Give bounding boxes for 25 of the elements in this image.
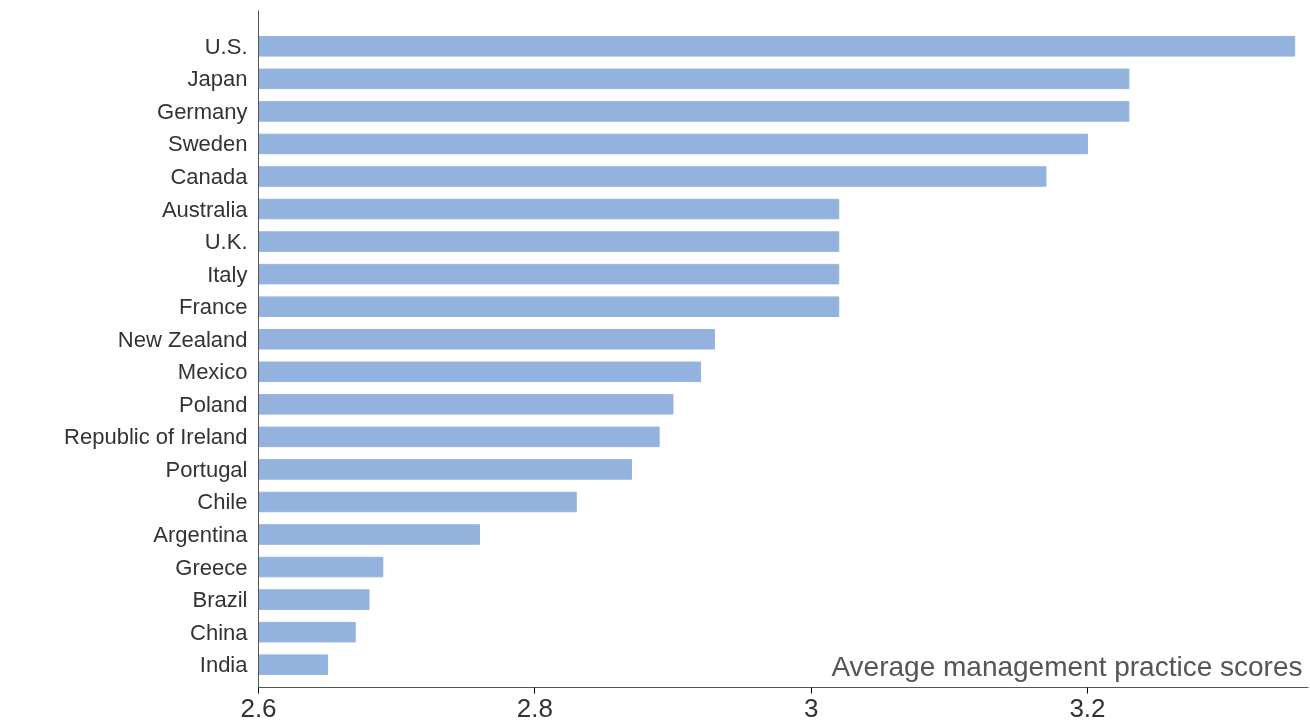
x-tick-label: 2.8 [516,692,553,723]
y-tick-label: Australia [161,196,249,222]
y-tick-label: Brazil [192,587,248,613]
y-tick-label: Germany [157,98,248,124]
x-tick-label: 3.2 [1069,692,1106,723]
y-tick-label: Mexico [177,359,248,385]
y-tick-label: Republic of Ireland [64,424,248,450]
x-tick-label: 2.6 [240,692,277,723]
y-tick-label: Canada [170,164,249,189]
y-tick-label: France [179,294,248,320]
y-tick-label: Argentina [153,522,249,548]
y-tick-label: Greece [175,554,248,580]
x-axis-title: Average management practice scores [831,650,1303,682]
y-tick-label: New Zealand [117,326,248,352]
y-tick-label: Poland [179,391,248,417]
y-tick-label: Sweden [168,131,248,157]
y-tick-label: Italy [207,261,248,287]
x-tick-label: 3 [803,692,819,723]
y-tick-label: India [199,652,249,678]
y-tick-label: Chile [197,489,248,515]
y-tick-label: Portugal [165,456,248,482]
y-tick-label: U.S. [204,33,248,59]
y-tick-label: China [190,619,249,645]
y-tick-label: U.K. [204,229,248,255]
y-tick-label: Japan [187,66,248,92]
